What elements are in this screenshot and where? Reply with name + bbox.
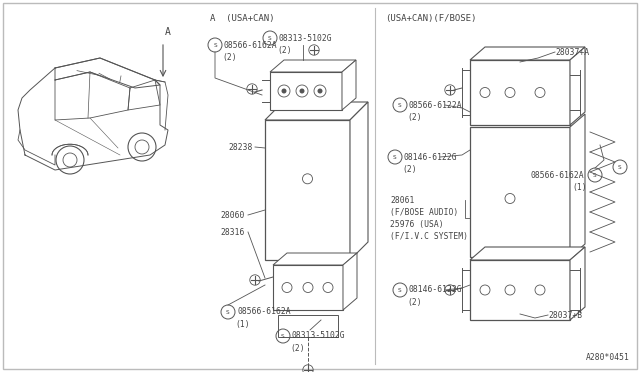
Text: (2): (2) [407,112,422,122]
Circle shape [317,89,323,93]
Polygon shape [343,253,357,310]
Text: A  (USA+CAN): A (USA+CAN) [210,13,275,22]
Polygon shape [350,102,368,260]
Polygon shape [265,102,368,120]
Text: 28037+B: 28037+B [548,311,582,320]
Text: (USA+CAN)(F/BOSE): (USA+CAN)(F/BOSE) [385,13,476,22]
Text: A280*0451: A280*0451 [586,353,630,362]
Text: (F/I.V.C SYSTEM): (F/I.V.C SYSTEM) [390,231,468,241]
Text: S: S [618,164,622,170]
Text: 28061: 28061 [390,196,414,205]
Text: 28060: 28060 [220,211,244,219]
Text: 08313-5102G: 08313-5102G [279,33,333,42]
Text: 25976 (USA): 25976 (USA) [390,219,444,228]
Text: (1): (1) [572,183,587,192]
Circle shape [300,89,305,93]
Bar [270,72,342,110]
Polygon shape [470,247,585,260]
Text: 08566-6162A: 08566-6162A [224,41,278,49]
Polygon shape [342,60,356,110]
Text: S: S [268,35,272,41]
Text: 08566-6162A: 08566-6162A [531,170,584,180]
Text: (1): (1) [235,320,250,328]
Text: (F/BOSE AUDIO): (F/BOSE AUDIO) [390,208,458,217]
Text: (2): (2) [277,45,292,55]
Text: (2): (2) [222,52,237,61]
Polygon shape [570,47,585,125]
Text: (2): (2) [407,298,422,307]
Text: S: S [398,288,402,292]
Polygon shape [470,47,585,60]
Text: S: S [393,154,397,160]
Text: 08566-6162A: 08566-6162A [237,308,291,317]
Polygon shape [273,253,357,265]
Bar [265,120,350,260]
Text: (2): (2) [290,343,305,353]
Text: S: S [226,310,230,314]
Text: 28316: 28316 [220,228,244,237]
Bar [278,315,338,337]
Bar [470,127,570,257]
Text: (2): (2) [402,164,417,173]
Text: A: A [165,27,171,37]
Circle shape [282,89,287,93]
Text: S: S [281,334,285,339]
Text: S: S [593,173,597,177]
Text: 28037+A: 28037+A [555,48,589,57]
Bar [470,260,570,320]
Text: S: S [398,103,402,108]
Text: 08566-6122A: 08566-6122A [409,100,463,109]
Bar [470,60,570,125]
Text: S: S [213,42,217,48]
Text: 08146-6122G: 08146-6122G [409,285,463,295]
Polygon shape [570,247,585,320]
Text: 08313-5102G: 08313-5102G [292,331,346,340]
Bar [273,265,343,310]
Polygon shape [270,60,356,72]
Polygon shape [570,114,585,257]
Text: 28238: 28238 [228,142,252,151]
Text: 08146-6122G: 08146-6122G [404,153,458,161]
